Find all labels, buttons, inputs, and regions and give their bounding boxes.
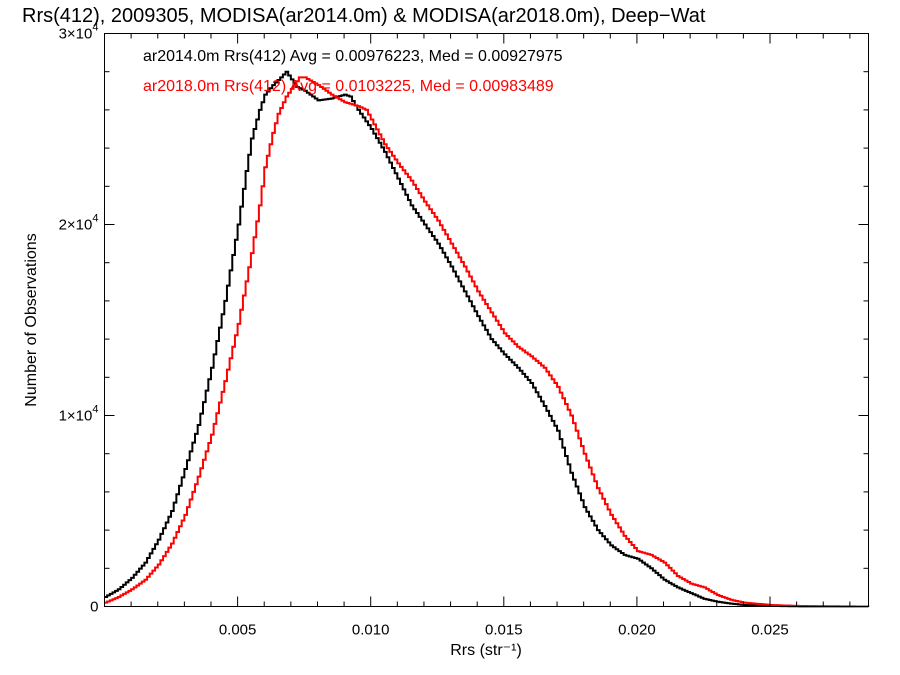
x-axis-label: Rrs (str⁻¹) xyxy=(450,642,522,659)
x-tick-label: 0.010 xyxy=(352,622,390,639)
series-line-ar2014-0m xyxy=(104,70,870,608)
y-tick-label: 2×104 xyxy=(59,213,99,234)
plot-frame xyxy=(104,33,869,607)
x-tick-label: 0.005 xyxy=(219,622,257,639)
chart-title: Rrs(412), 2009305, MODISA(ar2014.0m) & M… xyxy=(22,5,706,27)
legend-entry: ar2014.0m Rrs(412) Avg = 0.00976223, Med… xyxy=(143,48,563,65)
legend: ar2014.0m Rrs(412) Avg = 0.00976223, Med… xyxy=(143,48,563,95)
y-tick-label: 0 xyxy=(90,599,98,616)
y-tick-label: 3×104 xyxy=(59,22,99,43)
y-tick-label: 1×104 xyxy=(59,404,99,425)
y-axis-label: Number of Observations xyxy=(23,233,40,406)
x-axis: 0.005 0.010 0.015 0.020 0.025 xyxy=(130,33,851,639)
legend-entry: ar2018.0m Rrs(412) Avg = 0.0103225, Med … xyxy=(143,78,554,95)
x-tick-label: 0.020 xyxy=(618,622,656,639)
series-layer xyxy=(104,70,870,608)
x-tick-label: 0.025 xyxy=(751,622,789,639)
series-line-ar2018-0m xyxy=(104,76,870,608)
x-tick-label: 0.015 xyxy=(485,622,523,639)
y-axis: 0 1×104 2×104 3×104 xyxy=(59,22,869,616)
